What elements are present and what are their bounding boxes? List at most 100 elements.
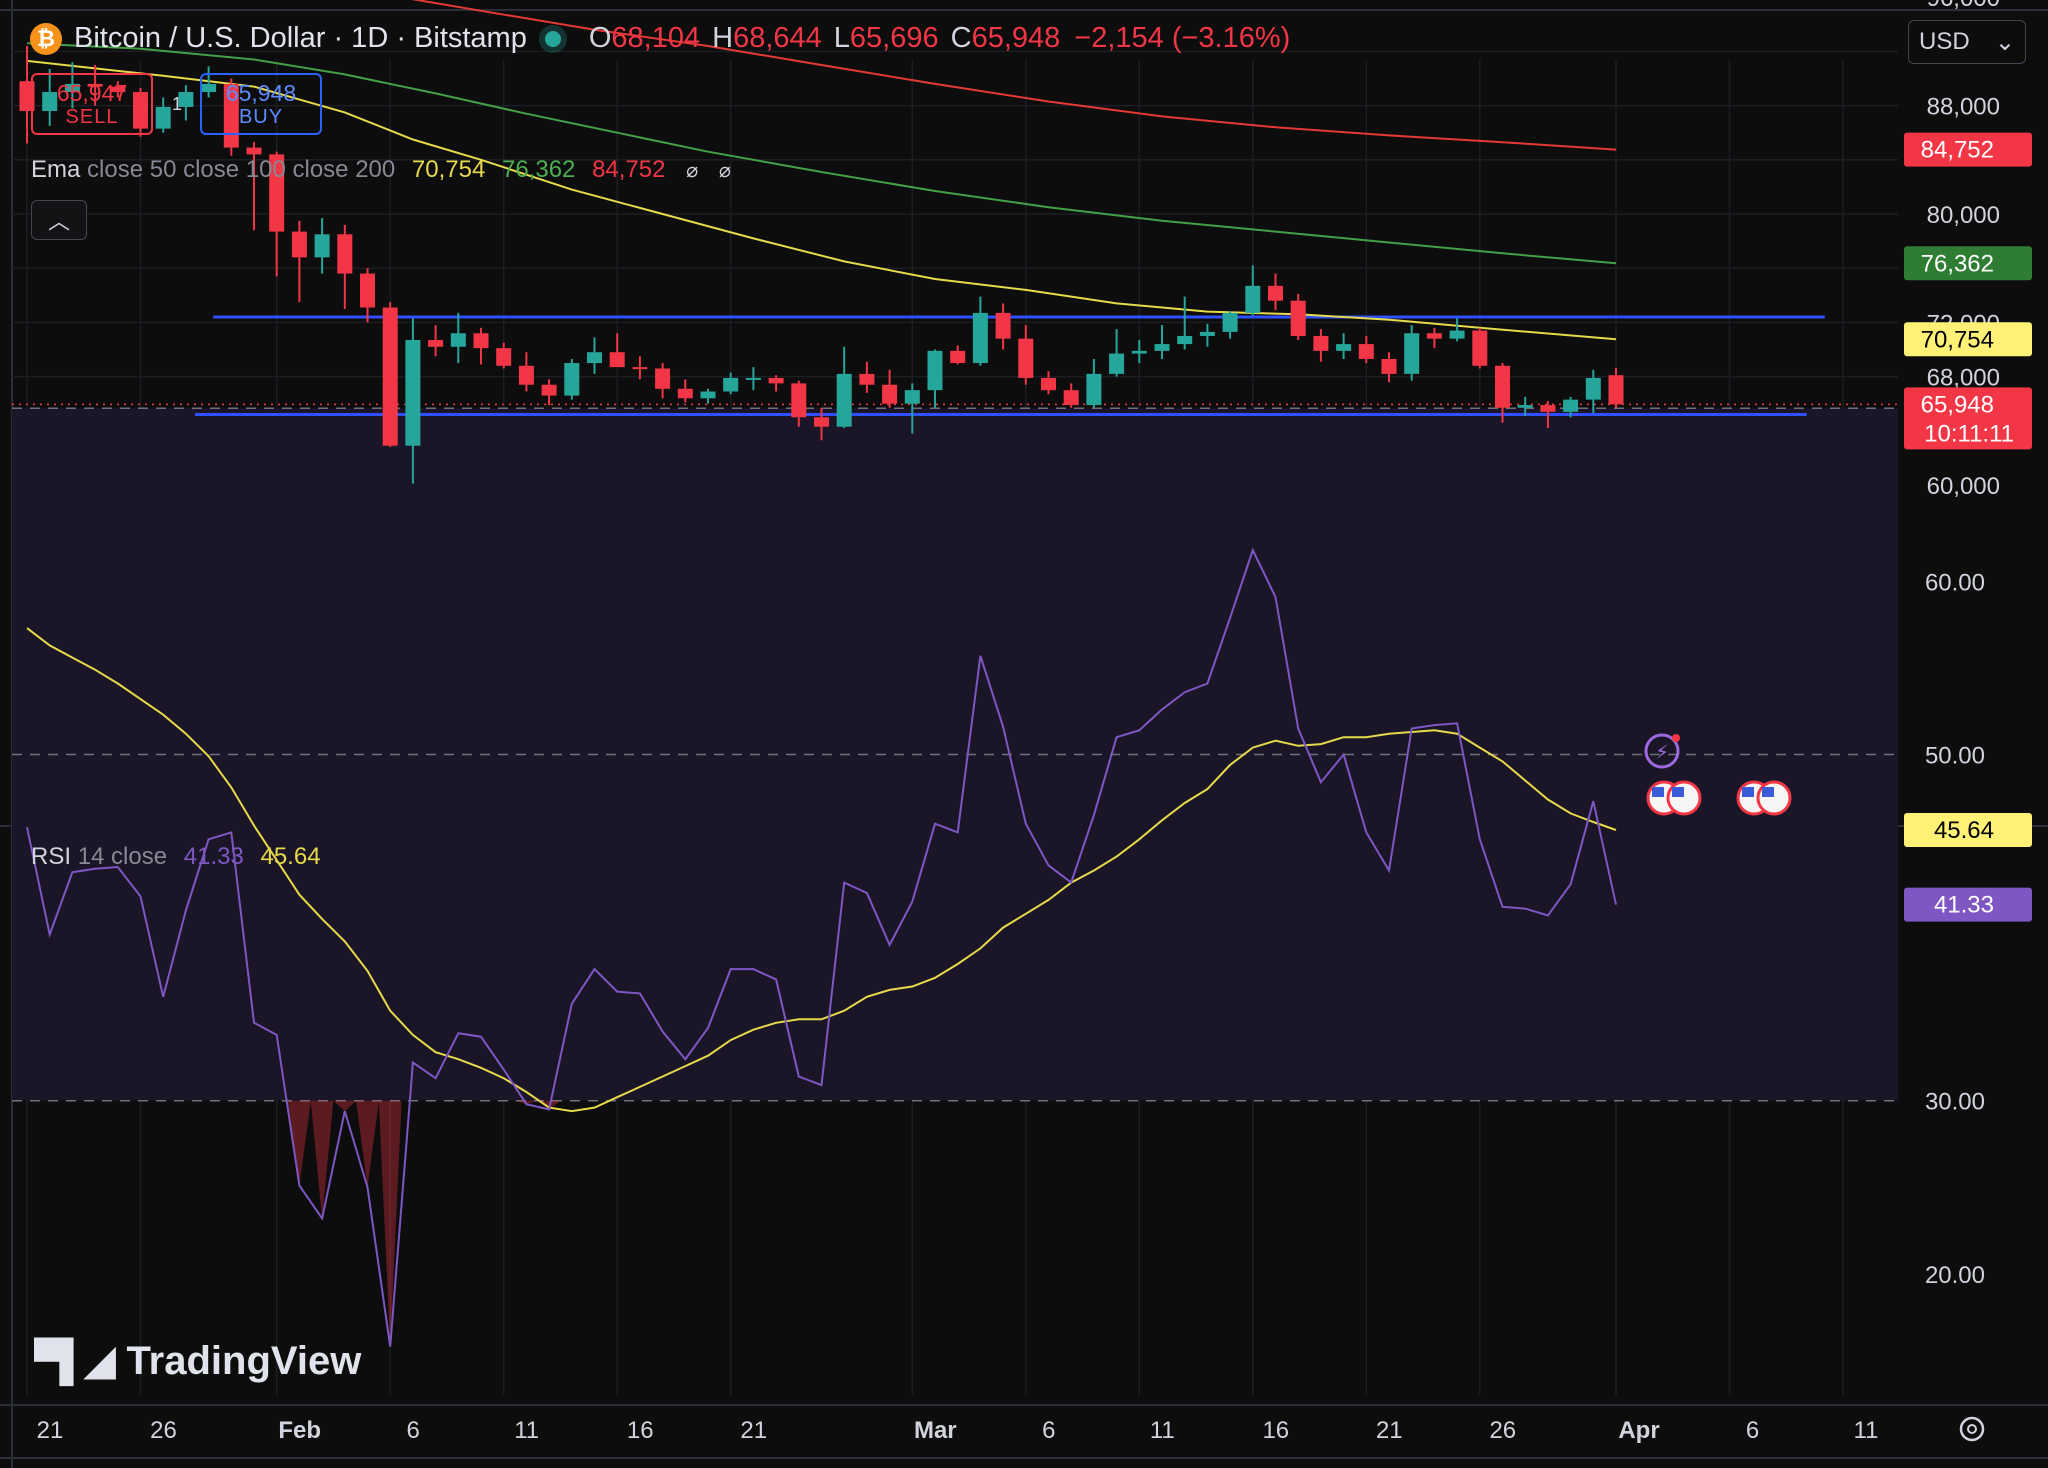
time-tick-label: 6 [1746,1417,1759,1444]
candle[interactable] [972,296,988,366]
candle[interactable] [1472,327,1488,369]
event-icons[interactable]: ⚡ [1644,733,1792,816]
candle[interactable] [882,369,898,408]
candle[interactable] [42,69,58,126]
candle[interactable] [1268,273,1283,311]
candle[interactable] [496,342,512,369]
candle[interactable] [178,85,194,121]
candle[interactable] [904,383,920,434]
candle[interactable] [155,97,171,133]
candle[interactable] [1041,371,1056,395]
bitcoin-icon[interactable]: ₿ [30,22,62,55]
candle[interactable] [133,87,148,137]
candle[interactable] [1313,329,1329,362]
candle[interactable] [1222,311,1238,339]
candle[interactable] [1358,335,1374,364]
candle[interactable] [405,318,421,484]
time-tick-label: 11 [1854,1417,1879,1444]
candle[interactable] [337,224,353,309]
ema50-line [26,59,1617,341]
candle[interactable] [1177,296,1193,350]
candle[interactable] [541,379,557,406]
candle[interactable] [1381,352,1397,383]
candle[interactable] [836,346,852,429]
candle[interactable] [518,352,534,392]
candle[interactable] [201,66,217,98]
sell-button[interactable]: 65,947 SELL [31,73,153,135]
chevron-up-icon[interactable]: ︿ [31,200,87,240]
ema50-value: 70,754 [411,156,486,183]
candle[interactable] [110,81,126,98]
candle[interactable] [950,345,966,365]
candle[interactable] [632,356,648,380]
horizontal-lines[interactable] [12,315,1898,417]
tradingview-logo[interactable]: ▀▌◢ TradingView [34,1338,361,1384]
candle[interactable] [1199,323,1215,347]
currency-select[interactable]: USD ⌄ [1908,20,2026,64]
candle[interactable] [700,388,716,404]
candle[interactable] [677,379,693,403]
candle[interactable] [564,358,580,400]
candle-body [1109,353,1125,374]
price-label: 70,754 [1904,322,2032,357]
candle[interactable] [246,142,262,231]
candle-body [564,363,580,396]
rsi-ma-line [26,627,1617,1113]
candle[interactable] [1063,383,1079,408]
candle[interactable] [64,62,80,109]
candle[interactable] [291,220,307,303]
candle[interactable] [1245,265,1261,316]
candle[interactable] [1404,325,1420,381]
candle[interactable] [1290,293,1306,341]
candle[interactable] [1449,318,1465,342]
candle[interactable] [791,380,807,427]
candle[interactable] [1336,333,1352,359]
candle[interactable] [1563,396,1579,418]
candle[interactable] [1540,400,1556,429]
candle[interactable] [927,349,943,408]
candle[interactable] [87,64,103,106]
candle[interactable] [723,372,739,395]
candle[interactable] [609,333,625,368]
candle[interactable] [1495,363,1510,423]
candle[interactable] [314,218,330,274]
candle[interactable] [1018,325,1034,385]
candle[interactable] [1426,327,1442,349]
candle-body [950,350,966,364]
candle[interactable] [745,367,761,391]
us-flag-event-icon[interactable] [1736,780,1792,816]
symbol-title[interactable]: Bitcoin / U.S. Dollar · 1D · Bitstamp [74,22,527,54]
rsi-price-label-text: 45.64 [1934,817,1994,844]
market-status-icon[interactable] [544,30,561,47]
candle[interactable] [1109,329,1125,377]
candle[interactable] [768,375,784,392]
candle[interactable] [223,78,239,156]
buy-button[interactable]: 65,948 BUY [200,73,322,135]
candle[interactable] [1154,325,1170,359]
candle[interactable] [859,361,875,393]
candle[interactable] [1585,369,1601,414]
candle[interactable] [587,337,602,374]
candle[interactable] [19,45,35,144]
candle[interactable] [428,325,444,357]
candle[interactable] [995,303,1011,350]
candle[interactable] [1517,396,1533,416]
candle[interactable] [655,363,671,399]
candle[interactable] [450,312,466,364]
rsi-legend[interactable]: RSI 14 close 41.33 45.64 [31,843,321,871]
candle[interactable] [1086,358,1102,408]
ema-legend[interactable]: Ema close 50 close 100 close 200 70,754 … [31,156,731,184]
us-flag-event-icon[interactable] [1646,780,1702,816]
candlestick-series[interactable] [19,45,1624,484]
candle[interactable] [360,268,375,323]
sell-label: SELL [65,106,119,128]
candle[interactable] [814,407,829,441]
settings-gear-icon[interactable] [1959,1416,1985,1442]
candle[interactable] [269,151,285,277]
lightning-event-icon[interactable]: ⚡ [1644,733,1680,769]
candle[interactable] [1131,340,1147,364]
candle[interactable] [382,302,398,448]
candle[interactable] [1608,367,1624,408]
candle[interactable] [473,327,489,365]
